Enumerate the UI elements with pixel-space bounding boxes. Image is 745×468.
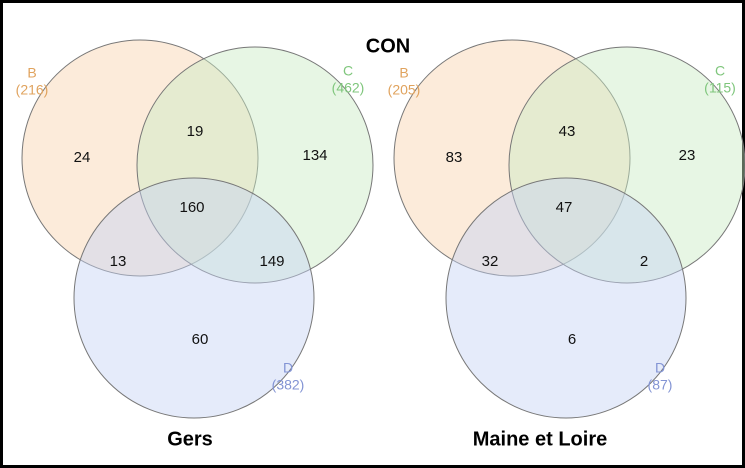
region-count: 83 [446, 149, 463, 166]
region-count: 6 [568, 331, 576, 348]
set-name: C [343, 63, 353, 79]
set-count: (462) [332, 80, 365, 96]
region-count: 134 [302, 147, 327, 164]
diagram-label: Gers [167, 428, 213, 450]
set-circle [393, 39, 631, 277]
venn: B(216) C(462) D(382) 24 19 134 160 13 149 60 Gers [16, 39, 374, 450]
region-count: 43 [559, 123, 576, 140]
set-count: (205) [388, 82, 421, 98]
set-name: B [399, 65, 408, 81]
set-count: (382) [272, 377, 305, 393]
set-circle [508, 46, 745, 284]
region-count: 19 [187, 123, 204, 140]
region-count: 149 [259, 253, 284, 270]
region-count: 23 [679, 147, 696, 164]
venn: B(205) C(115) D(87) 83 43 23 47 32 2 6 Maine et Lo… [388, 39, 745, 450]
set-circle [136, 46, 374, 284]
set-name: D [283, 360, 293, 376]
set-count: (115) [704, 80, 736, 96]
diagram-label: Maine et Loire [473, 428, 607, 450]
set-count: (216) [16, 82, 49, 98]
region-count: 2 [640, 253, 648, 270]
set-circle [21, 39, 259, 277]
set-name: D [655, 360, 665, 376]
region-count: 47 [556, 199, 573, 216]
region-count: 32 [482, 253, 499, 270]
set-circle [445, 177, 687, 419]
region-count: 24 [74, 149, 91, 166]
region-count: 160 [179, 199, 204, 216]
region-count: 60 [192, 331, 209, 348]
set-count: (87) [648, 377, 673, 393]
set-name: B [27, 65, 36, 81]
region-count: 13 [110, 253, 127, 270]
set-circle [73, 177, 315, 419]
set-name: C [715, 63, 725, 79]
figure-title: CON [366, 35, 410, 57]
